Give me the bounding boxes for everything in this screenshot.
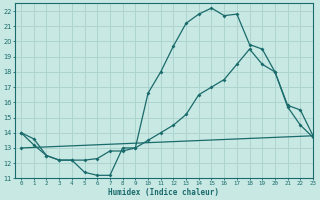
X-axis label: Humidex (Indice chaleur): Humidex (Indice chaleur) bbox=[108, 188, 220, 197]
